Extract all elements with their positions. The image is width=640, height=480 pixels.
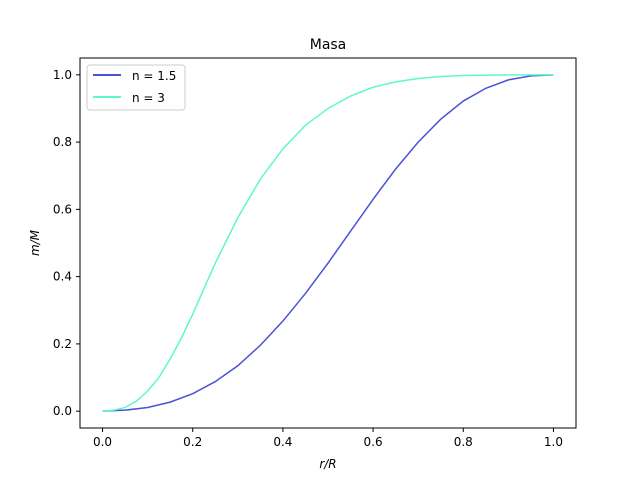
legend-box bbox=[86, 64, 186, 111]
x-tick-label: 0.0 bbox=[93, 435, 112, 449]
y-tick-label: 0.0 bbox=[53, 404, 72, 418]
y-axis: 0.0 0.2 0.4 0.6 0.8 1.0 bbox=[53, 68, 80, 418]
x-tick-label: 0.6 bbox=[364, 435, 383, 449]
y-tick-label: 0.4 bbox=[53, 270, 72, 284]
axes-frame bbox=[79, 57, 577, 429]
chart-title: Masa bbox=[310, 37, 347, 53]
x-tick-label: 0.8 bbox=[454, 435, 473, 449]
series-line-1 bbox=[102, 74, 554, 412]
legend-label-n1.5: n = 1.5 bbox=[132, 69, 176, 83]
y-tick-label: 0.8 bbox=[53, 135, 72, 149]
legend: n = 1.5 n = 3 bbox=[86, 64, 186, 111]
x-axis-label: r/R bbox=[319, 457, 336, 471]
y-axis-label: m/M bbox=[28, 229, 42, 256]
y-tick-label: 1.0 bbox=[53, 68, 72, 82]
x-tick-label: 1.0 bbox=[544, 435, 563, 449]
y-tick-label: 0.2 bbox=[53, 337, 72, 351]
y-tick-label: 0.6 bbox=[53, 202, 72, 216]
legend-label-n3: n = 3 bbox=[132, 91, 165, 105]
series-line-0 bbox=[102, 74, 554, 412]
x-tick-label: 0.4 bbox=[273, 435, 292, 449]
x-axis: 0.0 0.2 0.4 0.6 0.8 1.0 bbox=[93, 428, 563, 449]
plot-area bbox=[102, 74, 554, 412]
x-tick-label: 0.2 bbox=[183, 435, 202, 449]
